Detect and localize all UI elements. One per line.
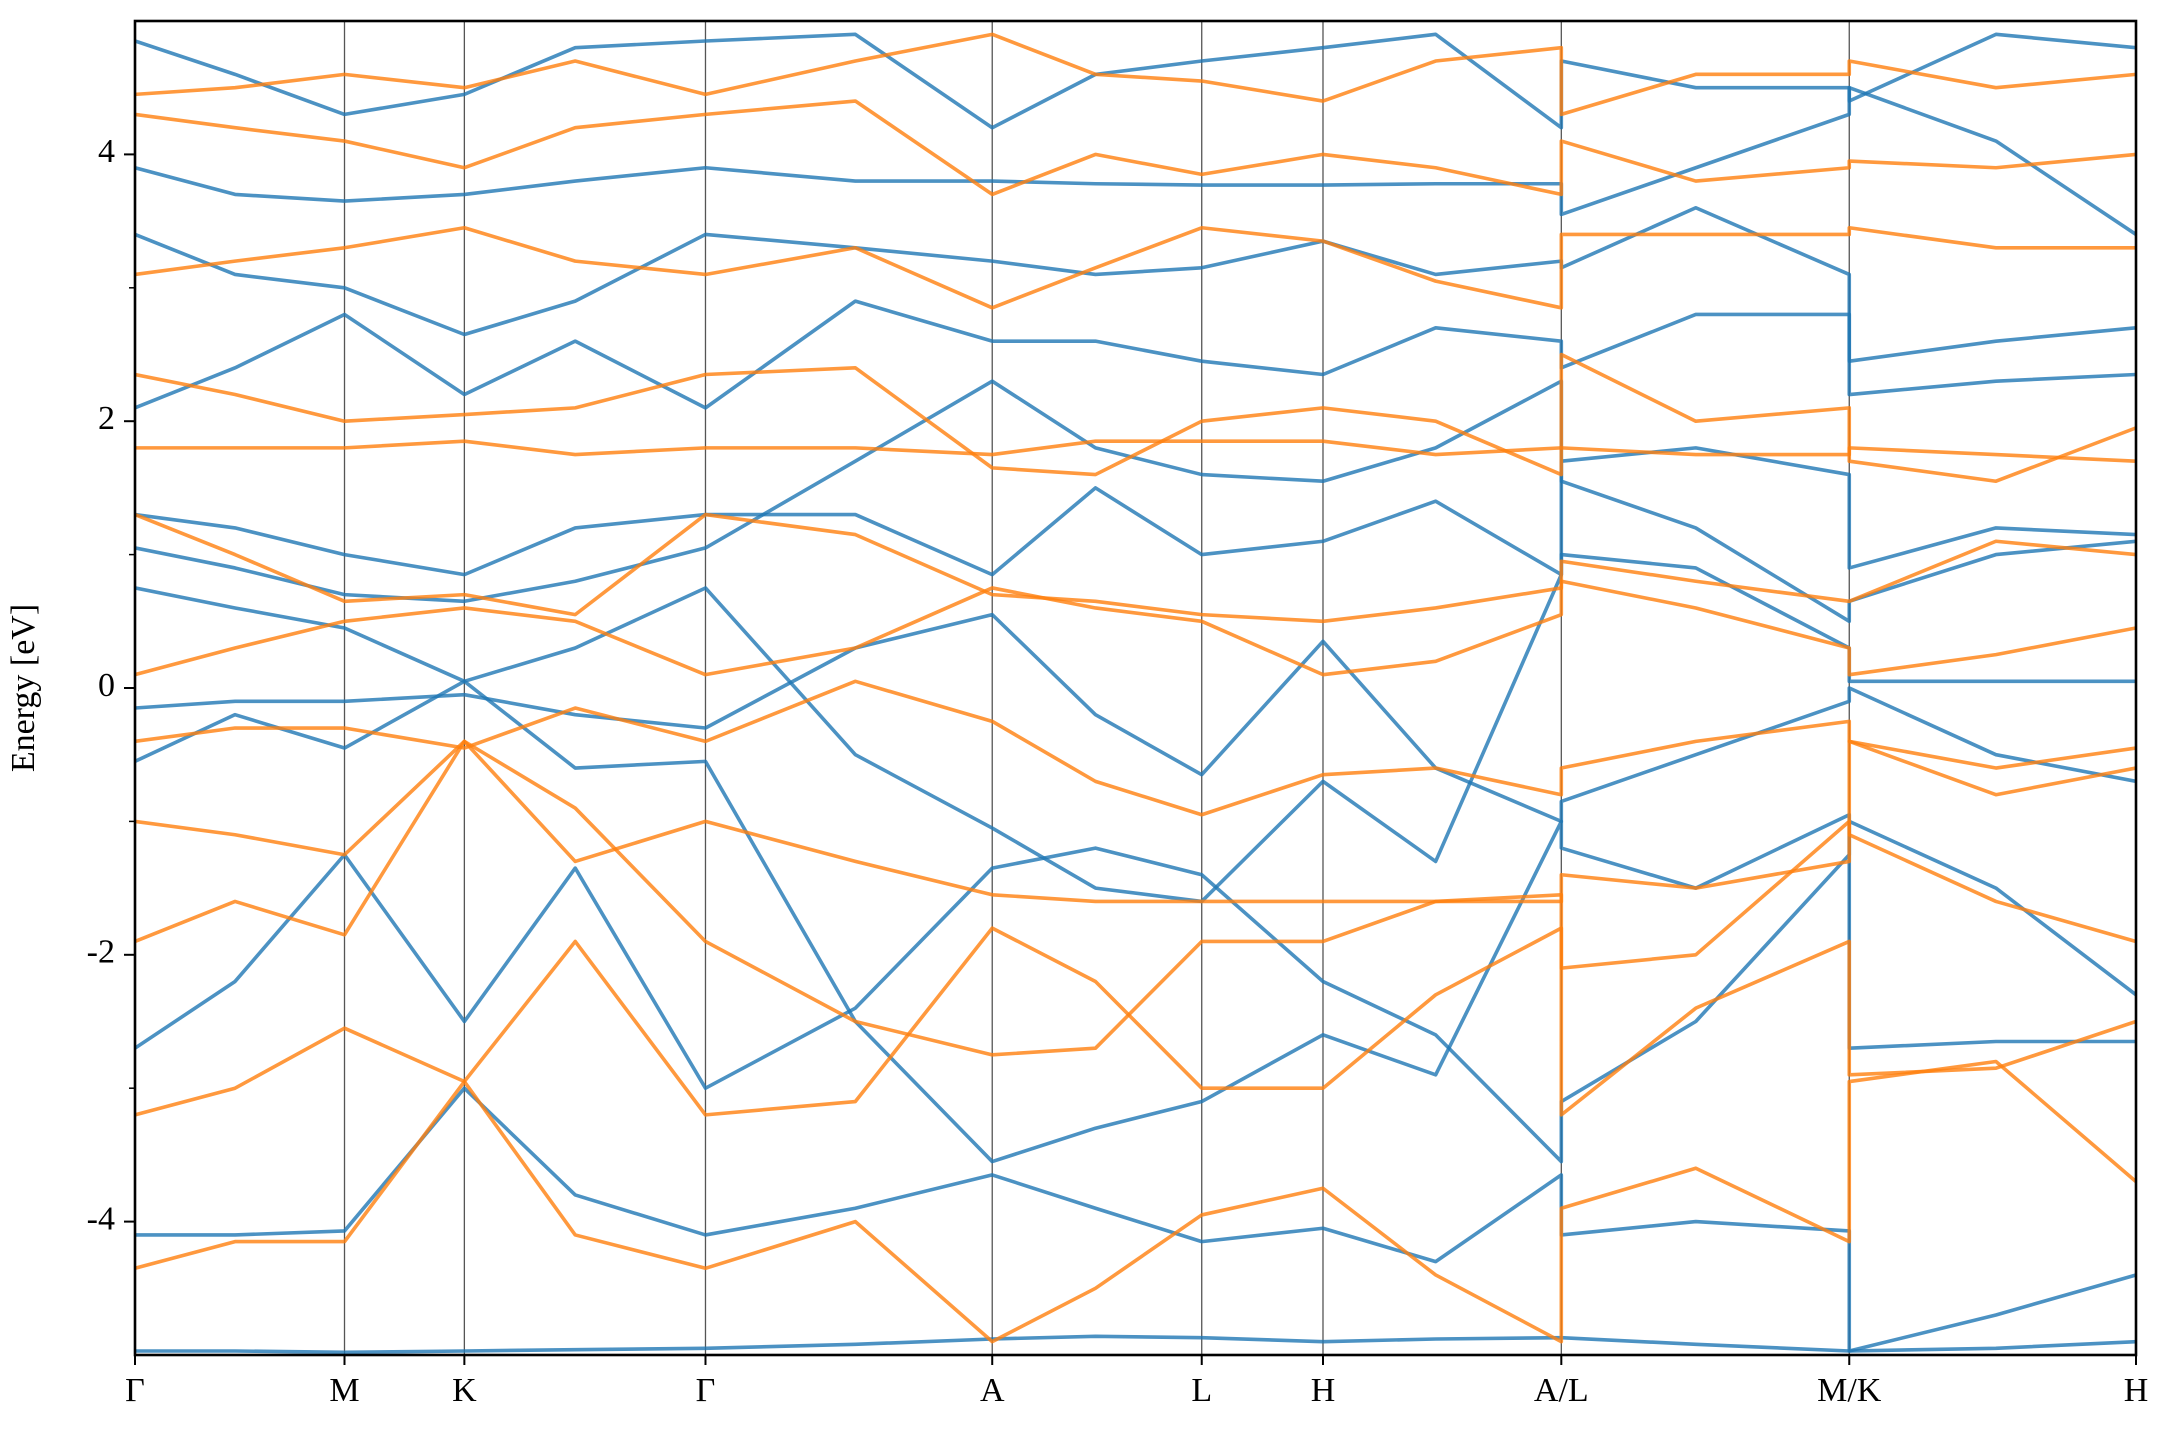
band-line [135,739,2136,904]
grid-layer [134,21,2137,1355]
band-line [135,225,2136,310]
band-line [135,1334,2136,1355]
band-line [135,739,2136,1057]
x-tick-label: A/L [1534,1372,1589,1409]
band-line [135,99,2136,197]
line-layer [135,32,2136,1355]
band-line [135,679,2136,1164]
band-line [135,32,2136,117]
band-line [135,612,2136,824]
x-tick-label: M/K [1817,1372,1882,1409]
x-tick-label: Γ [696,1372,716,1409]
y-tick-label: -4 [87,1200,115,1237]
y-tick-label: -2 [87,934,115,971]
band-line [135,85,2136,236]
band-line [135,579,2136,677]
y-tick-label: 2 [98,400,115,437]
band-line [135,379,2136,624]
band-line [135,352,2136,484]
band-line [135,926,2136,1117]
x-tick-label: K [452,1372,477,1409]
y-tick-label: 4 [98,133,115,170]
band-line [135,446,2136,577]
band-line [135,679,2136,817]
band-line [135,32,2136,130]
band-line [135,299,2136,410]
band-line [135,1086,2136,1353]
x-tick-label: H [2124,1372,2149,1409]
x-tick-label: L [1191,1372,1212,1409]
band-line [135,1059,2136,1344]
plot-frame [133,19,2138,1357]
y-axis-label: Energy [eV] [5,604,42,772]
axis-layer: Γ M K Γ A L H A/L M/K H -4 -2 0 2 4 [87,19,2149,1409]
x-tick-label: Γ [125,1372,145,1409]
x-tick-label: A [980,1372,1005,1409]
band-line [135,512,2136,624]
band-line [135,205,2136,397]
x-tick-label: M [329,1372,359,1409]
y-tick-label: 0 [98,667,115,704]
x-tick-label: H [1311,1372,1336,1409]
band-line [135,819,2136,1164]
